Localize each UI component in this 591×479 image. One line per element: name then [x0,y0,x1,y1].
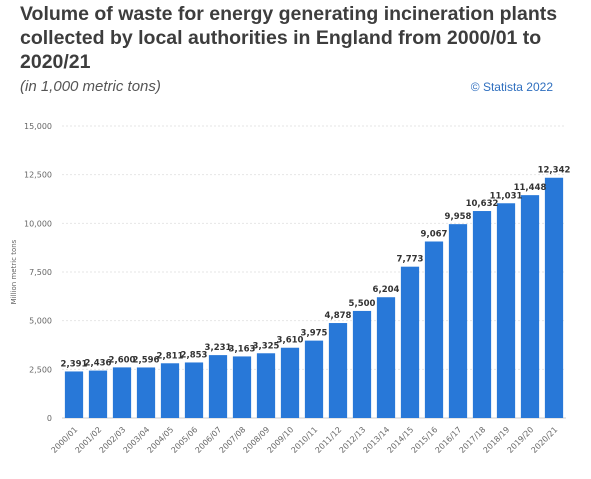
bar[interactable] [64,371,84,418]
x-axis: 2000/012001/022002/032003/042004/052005/… [50,425,560,455]
data-label: 2,391 [61,359,88,369]
data-label: 9,958 [445,212,472,222]
data-label: 3,325 [253,341,280,351]
x-tick-label: 2020/21 [530,425,560,455]
data-label: 11,448 [514,183,547,193]
bar[interactable] [448,224,468,418]
data-label: 4,878 [325,311,352,321]
bar[interactable] [88,370,108,418]
bar[interactable] [328,323,348,418]
bar[interactable] [208,355,228,418]
data-label: 3,975 [301,329,328,339]
data-label: 2,811 [157,351,184,361]
bar[interactable] [304,340,324,418]
y-tick-label: 5,000 [29,317,52,326]
data-labels: 2,3912,4362,6002,5962,8112,8533,2313,163… [61,166,571,370]
chart-subtitle: (in 1,000 metric tons) [20,78,161,95]
y-tick-label: 0 [47,414,52,423]
data-label: 9,067 [421,229,448,239]
data-label: 11,031 [490,191,523,201]
bar[interactable] [520,195,540,418]
y-tick-label: 7,500 [29,268,52,277]
bar[interactable] [256,353,276,418]
y-tick-label: 15,000 [24,122,52,131]
data-label: 2,600 [109,355,136,365]
data-label: 5,500 [349,299,376,309]
data-label: 2,853 [181,350,208,360]
chart-title: Volume of waste for energy generating in… [20,3,558,73]
bar[interactable] [544,177,564,418]
bar[interactable] [424,241,444,418]
data-label: 3,610 [277,336,304,346]
bar[interactable] [400,266,420,418]
data-label: 6,204 [373,285,400,295]
y-tick-label: 12,500 [24,171,52,180]
data-label: 2,596 [133,355,160,365]
bar[interactable] [352,310,372,418]
data-label: 2,436 [85,359,112,369]
bar[interactable] [232,356,252,418]
bar[interactable] [280,347,300,418]
bars [64,177,564,418]
bar[interactable] [496,203,516,418]
y-tick-label: 10,000 [24,219,52,228]
bar[interactable] [472,211,492,418]
y-axis-title: Million metric tons [10,239,18,304]
data-label: 3,231 [205,343,232,353]
data-label: 3,163 [229,344,256,354]
data-label: 10,632 [466,199,499,209]
bar[interactable] [184,362,204,418]
bar[interactable] [112,367,132,418]
bar[interactable] [160,363,180,418]
y-tick-label: 2,500 [29,365,52,374]
y-axis: 0 2,500 5,000 7,500 10,000 12,500 15,000 [24,122,52,423]
bar[interactable] [136,367,156,418]
data-label: 7,773 [397,255,424,265]
bar[interactable] [376,297,396,418]
statista-credit-link[interactable]: © Statista 2022 [470,80,553,94]
data-label: 12,342 [538,166,571,176]
